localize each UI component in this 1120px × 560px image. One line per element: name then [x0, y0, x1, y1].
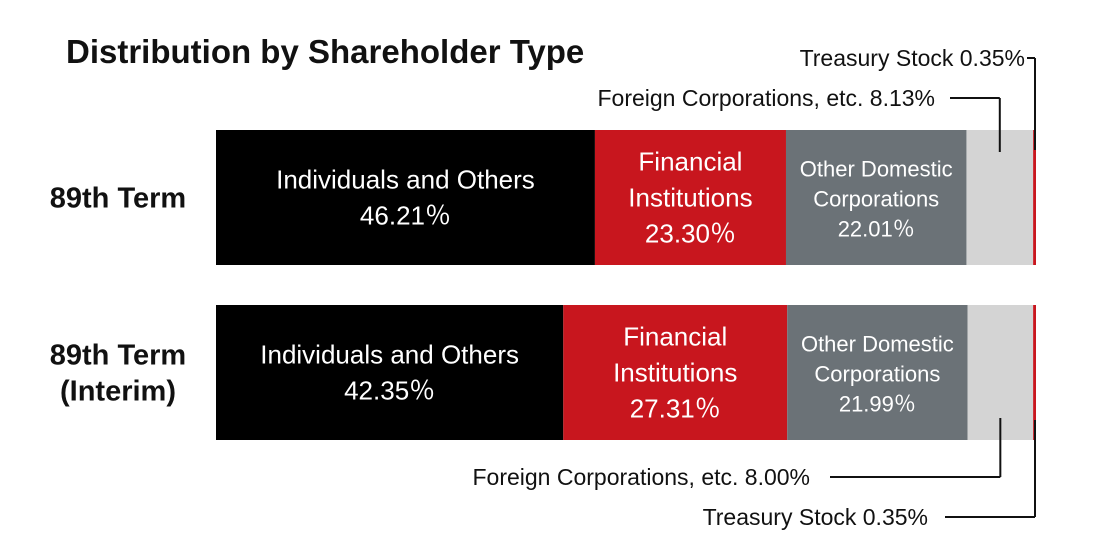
segment-name-label: Corporations	[814, 362, 940, 387]
segment-value-label: 27.31％	[630, 394, 721, 424]
bar-segment-other-domestic	[785, 130, 967, 265]
segment-name-label: Other Domestic	[800, 157, 953, 182]
segment-name-label: Individuals and Others	[260, 340, 519, 370]
callout-label-foreign: Foreign Corporations, etc. 8.00%	[472, 464, 810, 490]
segment-name-label: Other Domestic	[801, 332, 954, 357]
segment-name-label: Individuals and Others	[276, 165, 535, 195]
segment-value-label: 23.30％	[645, 219, 736, 249]
callout-label-treasury: Treasury Stock 0.35%	[703, 504, 928, 530]
bar-segment-financial	[594, 130, 786, 265]
callout-label-treasury: Treasury Stock 0.35%	[800, 45, 1025, 71]
bar-segment-foreign	[967, 305, 1034, 440]
callout-label-foreign: Foreign Corporations, etc. 8.13%	[597, 85, 935, 111]
bar-segment-financial	[563, 305, 788, 440]
category-label: (Interim)	[60, 376, 176, 408]
segment-value-label: 42.35％	[344, 376, 435, 406]
category-label: 89th Term	[50, 340, 186, 372]
segment-value-label: 46.21％	[360, 201, 451, 231]
segment-name-label: Financial	[638, 147, 742, 177]
segment-value-label: 21.99％	[839, 392, 916, 417]
segment-name-label: Financial	[623, 322, 727, 352]
category-label: 89th Term	[50, 183, 186, 215]
chart-title: Distribution by Shareholder Type	[66, 33, 584, 70]
bar-segment-individuals	[216, 130, 595, 265]
bar-segment-foreign	[966, 130, 1034, 265]
bar-segment-treasury	[1033, 130, 1036, 265]
bar-segment-individuals	[216, 305, 564, 440]
segment-name-label: Institutions	[628, 183, 752, 213]
segment-value-label: 22.01％	[838, 217, 915, 242]
segment-name-label: Institutions	[613, 358, 737, 388]
segment-name-label: Corporations	[813, 187, 939, 212]
bars-group: 89th Term Individuals and Others 46.21％ Fin…	[50, 130, 1036, 440]
bar-segment-treasury	[1033, 305, 1036, 440]
bar-segment-other-domestic	[787, 305, 968, 440]
callouts-group: Treasury Stock 0.35% Foreign Corporations…	[472, 45, 1036, 530]
